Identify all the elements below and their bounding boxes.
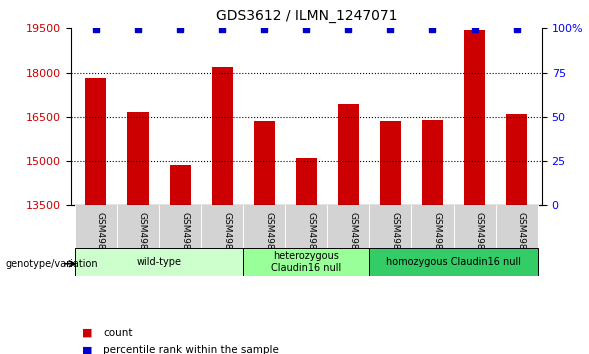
FancyBboxPatch shape: [117, 205, 159, 248]
Text: GSM498689: GSM498689: [180, 212, 189, 267]
FancyBboxPatch shape: [327, 205, 369, 248]
FancyBboxPatch shape: [201, 205, 243, 248]
Bar: [506, 114, 527, 205]
Text: GSM498696: GSM498696: [475, 212, 484, 267]
Text: genotype/variation: genotype/variation: [6, 259, 98, 269]
FancyBboxPatch shape: [75, 205, 117, 248]
Text: percentile rank within the sample: percentile rank within the sample: [103, 346, 279, 354]
FancyBboxPatch shape: [495, 205, 538, 248]
Text: ■: ■: [82, 328, 93, 338]
FancyBboxPatch shape: [285, 205, 327, 248]
Bar: [211, 67, 233, 205]
Text: GSM498697: GSM498697: [517, 212, 525, 267]
Bar: [170, 166, 191, 205]
Bar: [422, 120, 443, 205]
Text: GSM498692: GSM498692: [306, 212, 315, 267]
Text: ■: ■: [82, 346, 93, 354]
Bar: [296, 158, 317, 205]
Text: GSM498688: GSM498688: [138, 212, 147, 267]
FancyBboxPatch shape: [369, 248, 538, 276]
Bar: [338, 104, 359, 205]
Bar: [127, 113, 148, 205]
Bar: [464, 30, 485, 205]
Bar: [254, 121, 274, 205]
Bar: [85, 79, 107, 205]
FancyBboxPatch shape: [369, 205, 412, 248]
FancyBboxPatch shape: [243, 248, 369, 276]
Text: homozygous Claudin16 null: homozygous Claudin16 null: [386, 257, 521, 267]
Title: GDS3612 / ILMN_1247071: GDS3612 / ILMN_1247071: [216, 9, 397, 23]
Text: GSM498695: GSM498695: [432, 212, 442, 267]
Text: count: count: [103, 328, 133, 338]
FancyBboxPatch shape: [243, 205, 285, 248]
Text: heterozygous
Claudin16 null: heterozygous Claudin16 null: [271, 251, 342, 273]
FancyBboxPatch shape: [454, 205, 495, 248]
Text: wild-type: wild-type: [137, 257, 181, 267]
FancyBboxPatch shape: [159, 205, 201, 248]
Bar: [380, 121, 401, 205]
Text: GSM498693: GSM498693: [348, 212, 358, 267]
Text: GSM498690: GSM498690: [222, 212, 231, 267]
FancyBboxPatch shape: [412, 205, 454, 248]
FancyBboxPatch shape: [75, 248, 243, 276]
Text: GSM498687: GSM498687: [96, 212, 105, 267]
Text: GSM498694: GSM498694: [391, 212, 399, 267]
Text: GSM498691: GSM498691: [264, 212, 273, 267]
